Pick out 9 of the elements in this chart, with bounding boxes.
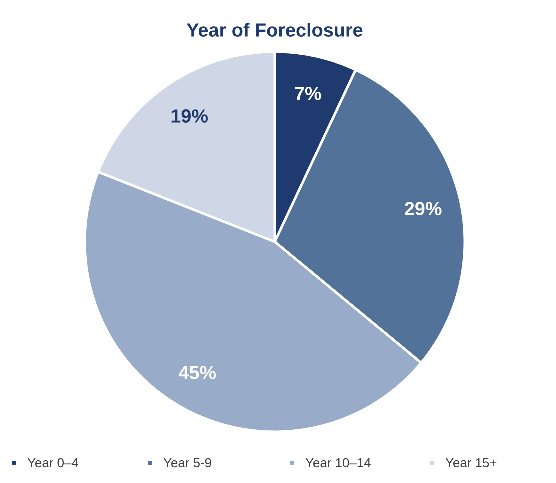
legend-label: Year 10–14 [306, 458, 371, 468]
data-label: 7% [295, 86, 322, 100]
data-label: 29% [405, 202, 442, 216]
legend-label: Year 0–4 [28, 458, 79, 468]
legend-label: Year 5-9 [164, 458, 212, 468]
data-label: 19% [172, 110, 208, 123]
legend-label: Year 15+ [446, 458, 497, 468]
data-label: 45% [178, 366, 216, 380]
chart-title: Year of Foreclosure [186, 23, 363, 37]
